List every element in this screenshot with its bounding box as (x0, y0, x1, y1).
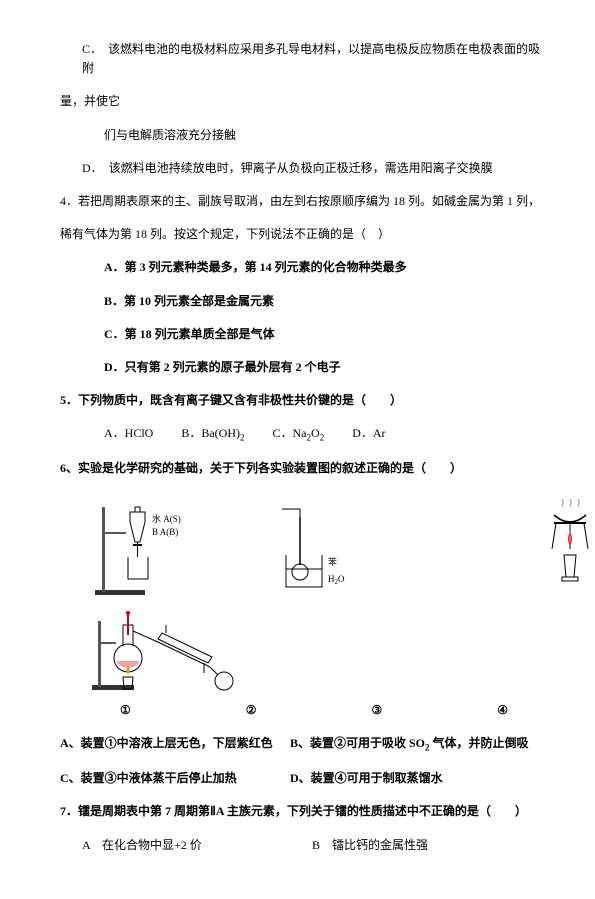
svg-text:水 A(S): 水 A(S) (152, 513, 181, 524)
question-5-options: A．HClO B．Ba(OH)2 C．Na2O2 D．Ar (60, 424, 540, 445)
apparatus-row-1: 水 A(S) B A(B) 苯 H2O (60, 492, 540, 597)
q7-row-ab: A 在化合物中显+2 价 B 镭比钙的金属性强 (60, 836, 540, 855)
option-5b: B．Ba(OH)2 (181, 424, 244, 445)
label-1: ① (120, 701, 131, 720)
label-3: ③ (372, 701, 383, 720)
option-4d: D．只有第 2 列元素的原子最外层有 2 个电子 (60, 358, 540, 377)
question-4-line2: 稀有气体为第 18 列。按这个规定，下列说法不正确的是（ ） (60, 225, 540, 244)
paragraph-c2: 量，并使它 (60, 92, 540, 111)
svg-text:H2O: H2O (328, 574, 345, 586)
circle-labels: ① ② ③ ④ (60, 701, 540, 720)
option-7a: A 在化合物中显+2 价 (82, 836, 312, 855)
option-5c: C．Na2O2 (273, 424, 325, 445)
svg-text:B A(B): B A(B) (152, 527, 178, 537)
question-7: 7．镭是周期表中第 7 周期第ⅡA 主族元素，下列关于镭的性质描述中不正确的是（… (60, 802, 540, 821)
apparatus-3 (540, 497, 595, 597)
option-5a: A．HClO (104, 424, 153, 445)
question-4: 4．若把周期表原来的主、副族号取消，由左到右按原顺序编为 18 列。如碱金属为第… (60, 192, 540, 211)
label-2: ② (246, 701, 257, 720)
apparatus-row-2 (60, 603, 540, 693)
q6-row-cd: C、装置③中液体蒸干后停止加热 D、装置④可用于制取蒸馏水 (60, 769, 540, 788)
q6-row-ab: A、装置①中溶液上层无色，下层紫红色 B、装置②可用于吸收 SO2 气体，并防止… (60, 734, 540, 755)
option-6d: D、装置④可用于制取蒸馏水 (290, 769, 443, 788)
question-6: 6、实验是化学研究的基础，关于下列各实验装置图的叙述正确的是（ ） (60, 459, 540, 478)
svg-text:苯: 苯 (328, 556, 337, 567)
option-4b: B．第 10 列元素全部是金属元素 (60, 292, 540, 311)
option-4c: C．第 18 列元素单质全部是气体 (60, 325, 540, 344)
option-5d: D．Ar (352, 424, 385, 445)
label-4: ④ (497, 701, 508, 720)
paragraph-d: D． 该燃料电池持续放电时，钾离子从负极向正极迁移，需选用阳离子交换膜 (60, 159, 540, 178)
paragraph-c: C． 该燃料电池的电极材料应采用多孔导电材料，以提高电极反应物质在电极表面的吸附 (60, 40, 540, 78)
page-content: C． 该燃料电池的电极材料应采用多孔导电材料，以提高电极反应物质在电极表面的吸附… (0, 0, 595, 899)
apparatus-4 (90, 603, 245, 693)
option-6a: A、装置①中溶液上层无色，下层紫红色 (60, 734, 290, 755)
apparatus-1: 水 A(S) B A(B) (90, 497, 190, 597)
apparatus-2: 苯 H2O (280, 497, 365, 597)
option-4a: A．第 3 列元素种类最多，第 14 列元素的化合物种类最多 (60, 258, 540, 277)
option-6c: C、装置③中液体蒸干后停止加热 (60, 769, 290, 788)
option-7b: B 镭比钙的金属性强 (312, 836, 428, 855)
paragraph-c3: 们与电解质溶液充分接触 (60, 126, 540, 145)
question-5: 5．下列物质中，既含有离子键又含有非极性共价键的是（ ） (60, 391, 540, 410)
option-6b: B、装置②可用于吸收 SO2 气体，并防止倒吸 (290, 734, 529, 755)
